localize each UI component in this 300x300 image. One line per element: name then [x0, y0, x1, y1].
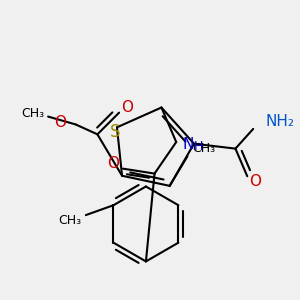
Text: N: N — [182, 136, 194, 152]
Text: O: O — [121, 100, 133, 115]
Text: CH₃: CH₃ — [58, 214, 81, 226]
Text: CH₃: CH₃ — [21, 107, 44, 120]
Text: O: O — [107, 156, 119, 171]
Text: O: O — [54, 115, 66, 130]
Text: CH₃: CH₃ — [192, 142, 215, 155]
Text: O: O — [249, 174, 261, 189]
Text: H: H — [194, 140, 204, 154]
Text: S: S — [110, 123, 120, 141]
Text: NH₂: NH₂ — [265, 113, 294, 128]
